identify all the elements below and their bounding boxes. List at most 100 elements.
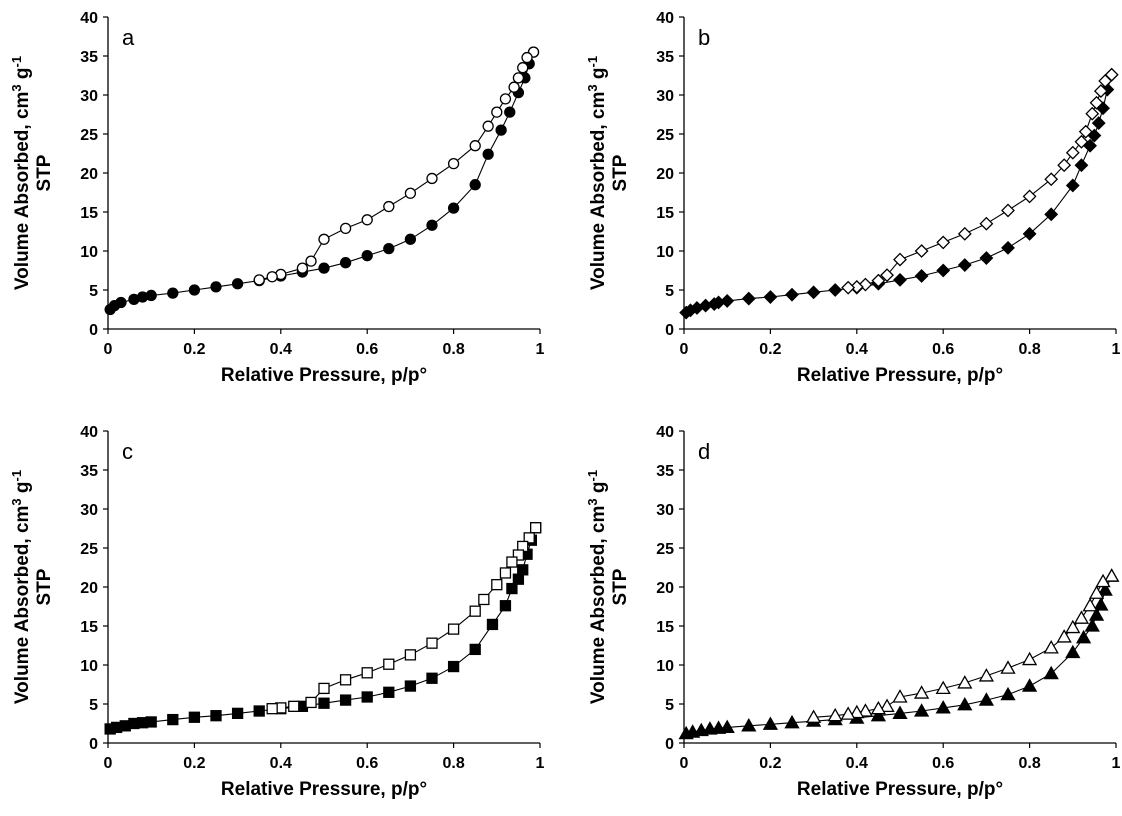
chart-panel-d: 0 5 10 15 20 25 30 35 40 0 0.2 0.4 0.6 0.8 1 Relative P… <box>585 424 1121 800</box>
y-axis-label: Volume Absorbed, cm3 g-1 <box>585 56 609 290</box>
y-axis-label-part: -1 <box>585 470 600 482</box>
data-point-hollow <box>447 157 460 170</box>
data-point-filled <box>719 719 735 734</box>
y-tick-label: 0 <box>89 736 98 753</box>
y-tick-label: 20 <box>80 166 98 183</box>
x-tick-label: 0.4 <box>270 755 292 772</box>
data-point-hollow <box>305 255 317 267</box>
data-point-hollow <box>893 252 907 267</box>
data-point-filled <box>763 290 778 304</box>
y-axis-label-part: 3 <box>9 498 24 505</box>
data-point-hollow <box>1056 629 1072 643</box>
x-tick-label: 0 <box>680 341 689 358</box>
x-tick-label: 0.6 <box>932 755 954 772</box>
series-filled <box>678 568 1120 740</box>
x-tick-label: 0 <box>104 341 113 358</box>
y-tick-label: 20 <box>656 166 674 183</box>
data-point-filled <box>167 287 179 299</box>
data-point-hollow <box>1073 610 1090 624</box>
data-point-filled <box>1097 582 1113 596</box>
y-tick-label: 40 <box>656 424 674 441</box>
data-point-filled <box>1075 629 1092 644</box>
y-tick-label: 15 <box>80 619 98 636</box>
data-point-filled <box>167 713 179 726</box>
y-axis-label-stp: STP <box>34 154 55 191</box>
y-tick-label: 10 <box>80 658 98 675</box>
data-point-filled <box>978 692 995 706</box>
data-point-hollow <box>979 216 994 231</box>
x-axis-label: Relative Pressure, p/p° <box>221 779 427 800</box>
y-tick-label: 35 <box>80 463 98 480</box>
data-point-hollow <box>914 244 929 258</box>
data-point-hollow <box>404 649 417 661</box>
data-point-filled <box>253 705 265 717</box>
data-point-filled <box>517 564 529 576</box>
data-point-filled <box>469 179 481 191</box>
data-point-filled <box>495 124 507 136</box>
data-point-hollow <box>469 140 481 152</box>
data-point-hollow <box>499 93 512 105</box>
data-point-filled <box>188 284 201 296</box>
data-point-hollow <box>305 696 317 709</box>
data-point-filled <box>1021 678 1038 692</box>
data-point-hollow <box>871 273 886 288</box>
data-point-filled <box>447 202 460 214</box>
series-hollow <box>253 46 540 286</box>
x-tick-label: 0.4 <box>270 341 292 358</box>
data-point-filled <box>741 291 756 306</box>
data-point-filled <box>893 272 907 287</box>
y-axis-label: Volume Absorbed, cm3 g-1 <box>9 470 33 704</box>
y-axis-label-part: g <box>12 67 33 84</box>
data-point-hollow <box>296 262 309 274</box>
y-axis-label-stp: STP <box>34 568 55 605</box>
data-point-hollow <box>491 106 503 118</box>
data-point-filled <box>512 573 525 585</box>
y-tick-label: 5 <box>89 697 98 714</box>
data-point-filled <box>1044 207 1059 222</box>
data-point-filled <box>504 106 516 118</box>
data-point-filled <box>1093 597 1109 611</box>
data-point-hollow <box>879 698 895 712</box>
series-filled <box>679 67 1119 320</box>
data-point-filled <box>936 263 951 278</box>
data-point-hollow <box>383 200 395 213</box>
data-point-hollow <box>1065 619 1081 634</box>
data-point-filled <box>979 251 994 265</box>
panel-label: b <box>698 25 710 50</box>
data-point-filled <box>892 705 908 720</box>
y-tick-label: 40 <box>656 10 674 27</box>
data-point-hollow <box>530 522 542 534</box>
data-point-hollow <box>805 709 822 723</box>
y-tick-label: 20 <box>656 580 674 597</box>
data-point-hollow <box>870 700 887 715</box>
y-tick-label: 35 <box>80 49 98 66</box>
data-point-hollow <box>1057 158 1072 173</box>
data-point-hollow <box>957 226 972 241</box>
data-point-filled <box>1074 158 1089 173</box>
data-point-hollow <box>512 72 525 84</box>
data-point-hollow <box>840 706 856 720</box>
x-tick-label: 1 <box>536 755 545 772</box>
x-tick-label: 1 <box>1112 755 1121 772</box>
panel-label: c <box>122 439 133 464</box>
data-point-filled <box>1091 116 1106 130</box>
y-tick-label: 5 <box>89 283 98 300</box>
x-tick-label: 0.2 <box>183 341 205 358</box>
data-point-hollow <box>491 579 503 591</box>
x-tick-label: 0.8 <box>442 755 464 772</box>
data-point-filled <box>870 707 887 722</box>
data-point-filled <box>231 278 244 290</box>
y-tick-label: 15 <box>80 205 98 222</box>
x-tick-label: 0.6 <box>932 341 954 358</box>
data-point-filled <box>1001 240 1015 255</box>
y-tick-label: 40 <box>80 424 98 441</box>
data-point-hollow <box>1104 568 1120 582</box>
y-tick-label: 20 <box>80 580 98 597</box>
data-point-filled <box>741 718 757 732</box>
x-tick-label: 0 <box>104 755 113 772</box>
data-point-hollow <box>266 271 278 283</box>
data-point-filled <box>720 294 735 308</box>
x-tick-label: 0.6 <box>356 755 378 772</box>
data-point-hollow <box>318 682 330 695</box>
